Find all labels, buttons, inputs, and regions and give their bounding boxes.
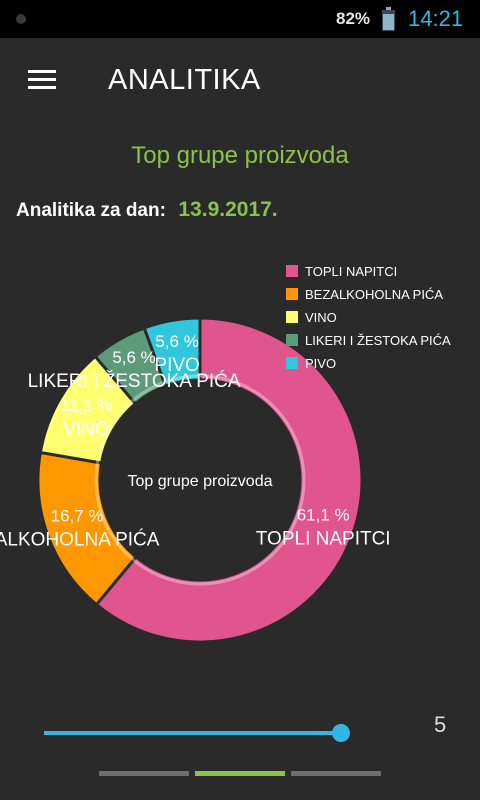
- legend-swatch: [286, 357, 298, 369]
- slice-value-label: 61,1 %: [297, 506, 350, 525]
- slice-category-label: PIVO: [154, 355, 199, 376]
- slice-value-label: 11,1 %: [60, 396, 112, 415]
- slice-value-label: 16,7 %: [51, 506, 104, 525]
- legend-label: VINO: [305, 310, 337, 325]
- date-value: 13.9.2017.: [178, 198, 278, 221]
- legend-swatch: [286, 288, 298, 300]
- donut-chart[interactable]: 61,1 % TOPLI NAPITCI 16,7 % ALKOHOLNA PIĆA 1…: [0, 255, 480, 655]
- app-title: ANALITIKA: [108, 64, 261, 96]
- slice-value-label: 5,6 %: [112, 348, 155, 367]
- legend-swatch: [286, 334, 298, 346]
- slice-category-label: LIKERI I ŽESTOKA PIĆA: [28, 370, 241, 392]
- slice-value-label: 5,6 %: [155, 332, 198, 351]
- slice-category-label: ALKOHOLNA PIĆA: [0, 528, 160, 550]
- section-title: Top grupe proizvoda: [131, 142, 349, 169]
- notification-dot-icon: [16, 14, 26, 24]
- donut-center-label: Top grupe proizvoda: [128, 473, 273, 490]
- donut-inner-ring: [94, 374, 306, 586]
- legend-label: PIVO: [305, 356, 336, 371]
- legend-label: TOPLI NAPITCI: [305, 264, 397, 279]
- status-bar: 82% 14:21: [0, 0, 480, 38]
- slice-category-label: VINO: [63, 419, 109, 440]
- donut-slice-1[interactable]: [94, 316, 364, 644]
- slider-thumb[interactable]: [332, 724, 350, 742]
- date-label: Analitika za dan:: [16, 200, 166, 221]
- legend-swatch: [286, 265, 298, 277]
- date-row: Analitika za dan: 13.9.2017.: [16, 198, 278, 222]
- legend-swatch: [286, 311, 298, 323]
- battery-icon: [382, 7, 395, 31]
- slider-value: 5: [434, 712, 447, 737]
- battery-percent: 82%: [336, 9, 371, 28]
- legend-label: BEZALKOHOLNA PIĆA: [305, 287, 443, 302]
- slice-category-label: TOPLI NAPITCI: [256, 529, 391, 550]
- slider-track[interactable]: [44, 731, 344, 735]
- legend-label: LIKERI I ŽESTOKA PIĆA: [305, 333, 451, 348]
- page-indicator-3[interactable]: [291, 771, 381, 776]
- hamburger-menu-icon[interactable]: [28, 68, 56, 92]
- page-indicator-2[interactable]: [195, 771, 285, 776]
- app-bar: ANALITIKA: [0, 38, 480, 122]
- page-indicator-1[interactable]: [99, 771, 189, 776]
- donut-slice-5[interactable]: [142, 316, 202, 389]
- status-clock: 14:21: [408, 6, 464, 31]
- count-slider[interactable]: [44, 722, 350, 744]
